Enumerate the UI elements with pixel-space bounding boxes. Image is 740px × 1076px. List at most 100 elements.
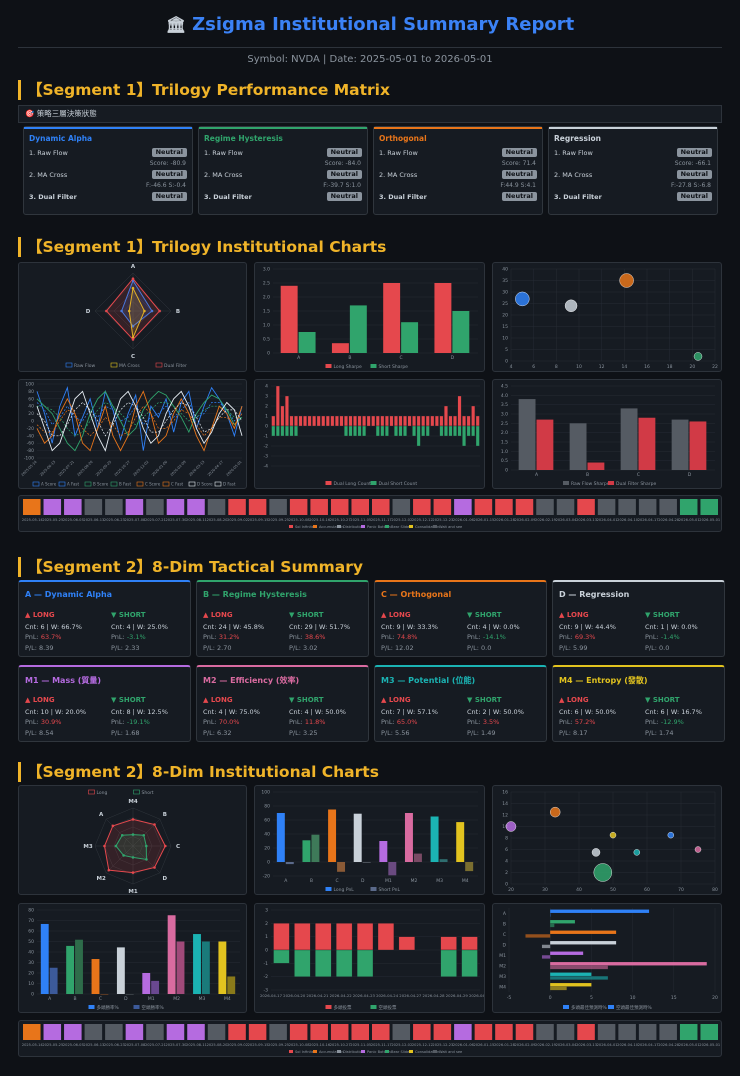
bar xyxy=(362,862,371,863)
long-label: ▲ LONG xyxy=(203,611,233,619)
x-tick-label: 80 xyxy=(712,887,718,893)
long-pl: P/L: 2.70 xyxy=(203,643,232,652)
tactical-card-title: B — Regime Hysteresis xyxy=(203,590,307,599)
long-label: ▲ LONG xyxy=(381,611,411,619)
legend-swatch xyxy=(433,525,437,528)
tactical-card-title: C — Orthogonal xyxy=(381,590,452,599)
short-pnl-row: PnL: 38.6% xyxy=(289,633,326,641)
bar xyxy=(587,462,605,470)
bar xyxy=(430,415,435,427)
regime-cell xyxy=(23,499,41,515)
x-tick-label: 2026-04-28 xyxy=(423,993,446,998)
regime-date-label: 2025-08-11 xyxy=(186,518,207,522)
bubble-point xyxy=(633,849,641,856)
short-pl: P/L: 0.0 xyxy=(467,643,492,652)
bar xyxy=(434,415,439,427)
y-tick-label: 14 xyxy=(502,801,508,807)
bar xyxy=(303,415,307,427)
y-tick-label: -80 xyxy=(27,448,34,454)
tactical-card-title: M3 — Potential (位能) xyxy=(381,676,476,685)
regime-date-label: 2026-03-04 xyxy=(556,518,578,522)
long-pnl-row: PnL: 74.8% xyxy=(381,633,418,641)
legend-label: Panic Bottom xyxy=(367,525,391,529)
bar xyxy=(550,976,608,980)
radar-point xyxy=(153,866,156,869)
x-tick-label: 8 xyxy=(555,364,558,370)
short-count: Cnt: 6 | W: 16.7% xyxy=(645,707,702,716)
legend-label: Dual Long Count xyxy=(334,481,372,487)
regime-date-label: 2025-12-23 xyxy=(432,1043,453,1047)
tactical-card-title: M2 — Efficiency (效率) xyxy=(203,676,300,685)
y-tick-label: -20 xyxy=(27,426,34,432)
y-tick-label: 10 xyxy=(502,336,508,342)
y-tick-label: C xyxy=(503,932,506,938)
radar-point xyxy=(127,309,131,313)
bar xyxy=(401,322,419,353)
bar xyxy=(453,415,457,427)
tactical-card-title: M4 — Entropy (發散) xyxy=(559,676,648,685)
radar-axis-label: M4 xyxy=(128,799,137,805)
regime-date-label: 2026-01-06 xyxy=(453,1043,475,1047)
y-tick-label: 0 xyxy=(31,419,34,425)
bar xyxy=(388,862,397,876)
x-tick-label: B xyxy=(310,878,313,884)
y-tick-label: 100 xyxy=(25,382,34,388)
dual-filter-row: 3. Dual Filter Neutral xyxy=(549,191,717,202)
series-line xyxy=(36,390,243,452)
y-tick-label: 2.5 xyxy=(501,421,508,427)
bar xyxy=(444,405,448,427)
long-stats: ▲ LONG Cnt: 9 | W: 44.4% PnL: 69.3% P/L: 5.… xyxy=(559,610,639,653)
legend-swatch xyxy=(325,1005,332,1009)
raw-flow-score: Score: -66.1 xyxy=(674,160,711,167)
regime-cell xyxy=(679,499,698,515)
bar xyxy=(375,425,380,437)
bar xyxy=(356,923,374,951)
header-divider xyxy=(18,47,722,48)
long-label: ▲ LONG xyxy=(25,696,55,704)
y-tick-label: -20 xyxy=(263,874,270,880)
bar xyxy=(353,813,362,862)
y-tick-label: -100 xyxy=(24,456,34,462)
radar-point xyxy=(131,871,135,874)
y-tick-label: 80 xyxy=(28,908,34,914)
y-tick-label: 3.0 xyxy=(263,267,270,273)
y-tick-label: 1.5 xyxy=(501,440,508,446)
legend-swatch xyxy=(214,481,222,487)
regime-date-label: 2026-03-13 xyxy=(576,518,597,522)
x-tick-label: B xyxy=(348,355,351,361)
status-badge: Neutral xyxy=(326,148,362,157)
legend-label: 多頭最佳預測時% xyxy=(571,1004,607,1011)
bar xyxy=(302,840,311,862)
x-tick-label: 2025-12-02 xyxy=(132,460,149,477)
bar xyxy=(294,415,298,427)
y-tick-label: 15 xyxy=(502,324,508,330)
bar xyxy=(285,862,294,865)
legend-label: A Score xyxy=(41,482,57,487)
regime-cell xyxy=(351,1024,369,1040)
y-tick-label: M1 xyxy=(499,953,506,959)
regime-date-label: 2026-05-01 xyxy=(699,518,720,522)
regime-cell xyxy=(84,1024,103,1040)
long-stats: ▲ LONG Cnt: 4 | W: 75.0% PnL: 70.0% P/L: 6.… xyxy=(203,695,283,738)
score-line-chart: -100 -80 -60 -40 -20 0 20 40 60 80 100 2025-05-14 20… xyxy=(18,379,247,489)
short-stats: ▼ SHORT Cnt: 6 | W: 16.7% PnL: -12.9% P/L: … xyxy=(645,695,725,738)
raw-vs-dual-sharpe-chart: 0 0.5 1.0 1.5 2.0 2.5 3.0 3.5 4.0 4.5 A B C D Raw Flow… xyxy=(492,379,722,489)
y-tick-label: 4.0 xyxy=(501,393,508,399)
bar xyxy=(201,941,210,994)
y-tick-label: 60 xyxy=(264,818,270,824)
bar xyxy=(362,425,367,437)
radar-axis-label: C xyxy=(131,354,135,360)
bar xyxy=(375,415,380,427)
long-count: Cnt: 9 | W: 44.4% xyxy=(559,622,616,631)
short-stats: ▼ SHORT Cnt: 29 | W: 51.7% PnL: 38.6% P/L: … xyxy=(289,610,369,653)
regime-date-label: 2025-09-15 xyxy=(248,1043,269,1047)
legend-label: Wait and see xyxy=(439,1050,463,1054)
legend-swatch xyxy=(409,525,413,528)
x-tick-label: B xyxy=(74,996,77,1002)
short-pnl-row: PnL: 11.8% xyxy=(289,718,326,726)
bar xyxy=(430,816,439,862)
x-tick-label: 2026-04-29 xyxy=(446,993,469,998)
x-tick-label: 12 xyxy=(599,364,605,370)
y-tick-label: 0 xyxy=(505,468,508,474)
regime-cell xyxy=(228,499,246,515)
